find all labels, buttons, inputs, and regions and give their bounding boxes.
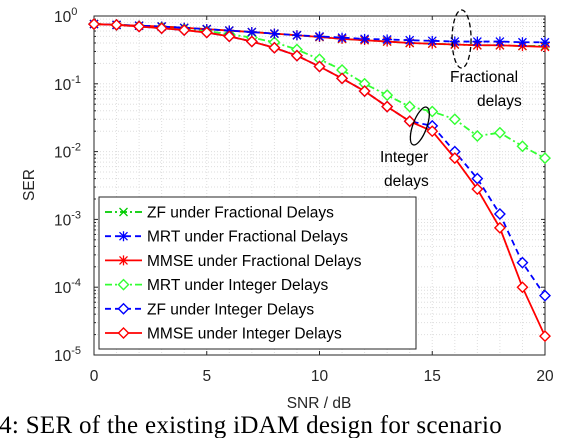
data-point: [358, 85, 371, 98]
y-tick-exponent: -1: [71, 74, 81, 86]
series-6: [88, 18, 551, 343]
y-tick-label: 10-2: [54, 142, 81, 162]
data-point: [539, 330, 551, 343]
legend-entry: MRT under Fractional Delays: [105, 229, 348, 246]
x-tick-label: 15: [424, 368, 441, 385]
y-tick-label: 10-3: [54, 209, 81, 229]
data-point: [110, 18, 123, 31]
data-point: [403, 100, 416, 113]
data-point: [382, 34, 393, 45]
data-point: [223, 30, 236, 43]
fractional-delays-label: Fractional: [450, 69, 518, 86]
data-point: [516, 140, 529, 153]
data-point: [493, 126, 506, 139]
y-tick-label: 10-5: [54, 345, 81, 365]
x-tick-label: 10: [311, 368, 329, 385]
integer-delays-label: delays: [384, 173, 429, 190]
y-tick-exponent: -3: [71, 209, 81, 221]
fractional-delays-ellipse: [451, 9, 472, 69]
figure-caption: . 4: SER of the existing iDAM design for…: [0, 413, 503, 438]
data-point: [539, 289, 551, 302]
data-point: [426, 125, 439, 138]
legend-label: ZF under Fractional Delays: [147, 205, 334, 222]
data-point: [337, 32, 348, 43]
data-point: [448, 152, 461, 165]
data-point: [200, 26, 213, 39]
y-axis-label: SER: [21, 169, 38, 201]
legend-marker: [119, 207, 128, 217]
y-tick-label: 10-4: [54, 277, 81, 297]
data-point: [268, 41, 281, 54]
data-point: [133, 20, 146, 33]
data-point: [291, 30, 302, 41]
integer-delays-ellipse: [409, 106, 430, 146]
legend-entry: ZF under Fractional Delays: [105, 205, 334, 222]
legend-marker: [118, 255, 129, 266]
data-point: [472, 36, 483, 47]
legend-label: MRT under Integer Delays: [147, 277, 328, 294]
data-point: [269, 28, 280, 39]
data-point: [517, 37, 528, 48]
data-point: [178, 24, 191, 37]
data-point: [540, 37, 550, 48]
y-tick-exponent: -2: [71, 142, 81, 154]
data-point: [245, 35, 258, 48]
y-tick-exponent: -5: [71, 345, 81, 357]
legend-label: ZF under Integer Delays: [147, 301, 314, 318]
legend-entry: MMSE under Fractional Delays: [105, 253, 362, 270]
data-point: [381, 89, 394, 102]
data-point: [381, 100, 394, 113]
data-point: [246, 27, 257, 38]
y-tick-exponent: -4: [71, 277, 81, 289]
data-point: [471, 129, 484, 142]
y-tick-label: 10-1: [54, 74, 81, 94]
y-tick-label: 100: [54, 6, 77, 26]
fractional-delays-label: delays: [477, 93, 522, 110]
data-point: [516, 281, 529, 294]
legend-box: [98, 196, 417, 350]
legend-marker: [117, 278, 130, 291]
data-point: [448, 113, 461, 126]
data-point: [493, 208, 506, 221]
data-point: [404, 35, 415, 46]
data-point: [336, 72, 349, 85]
legend-marker: [118, 231, 129, 242]
data-point: [493, 221, 506, 234]
data-point: [449, 36, 460, 47]
integer-delays-label: Integer: [380, 149, 428, 166]
data-point: [314, 31, 325, 42]
legend-label: MMSE under Fractional Delays: [147, 253, 362, 270]
data-point: [516, 256, 529, 269]
data-point: [539, 152, 551, 165]
data-point: [88, 18, 100, 31]
data-point: [427, 35, 438, 46]
data-point: [403, 115, 416, 128]
legend-entry: MRT under Integer Delays: [105, 277, 328, 294]
x-tick-label: 5: [202, 368, 211, 385]
legend-label: MMSE under Integer Delays: [147, 326, 342, 343]
x-tick-label: 0: [90, 368, 99, 385]
legend-marker: [117, 327, 130, 339]
annotations: Fractional delays Integer delays: [380, 9, 522, 190]
data-point: [155, 22, 168, 35]
data-point: [290, 49, 303, 62]
legend-entry: ZF under Integer Delays: [105, 301, 314, 318]
legend-label: MRT under Fractional Delays: [147, 229, 348, 246]
legend-marker: [117, 302, 130, 315]
legend-entry: MMSE under Integer Delays: [105, 326, 342, 343]
data-point: [494, 36, 505, 47]
data-point: [313, 60, 326, 73]
data-point: [471, 183, 484, 196]
x-tick-label: 20: [536, 368, 554, 385]
y-tick-exponent: 0: [71, 6, 77, 18]
data-point: [359, 33, 370, 44]
x-axis-label: SNR / dB: [287, 395, 352, 412]
legend: ZF under Fractional Delays MRT under Frac…: [98, 196, 417, 350]
series-lines: [88, 18, 551, 343]
